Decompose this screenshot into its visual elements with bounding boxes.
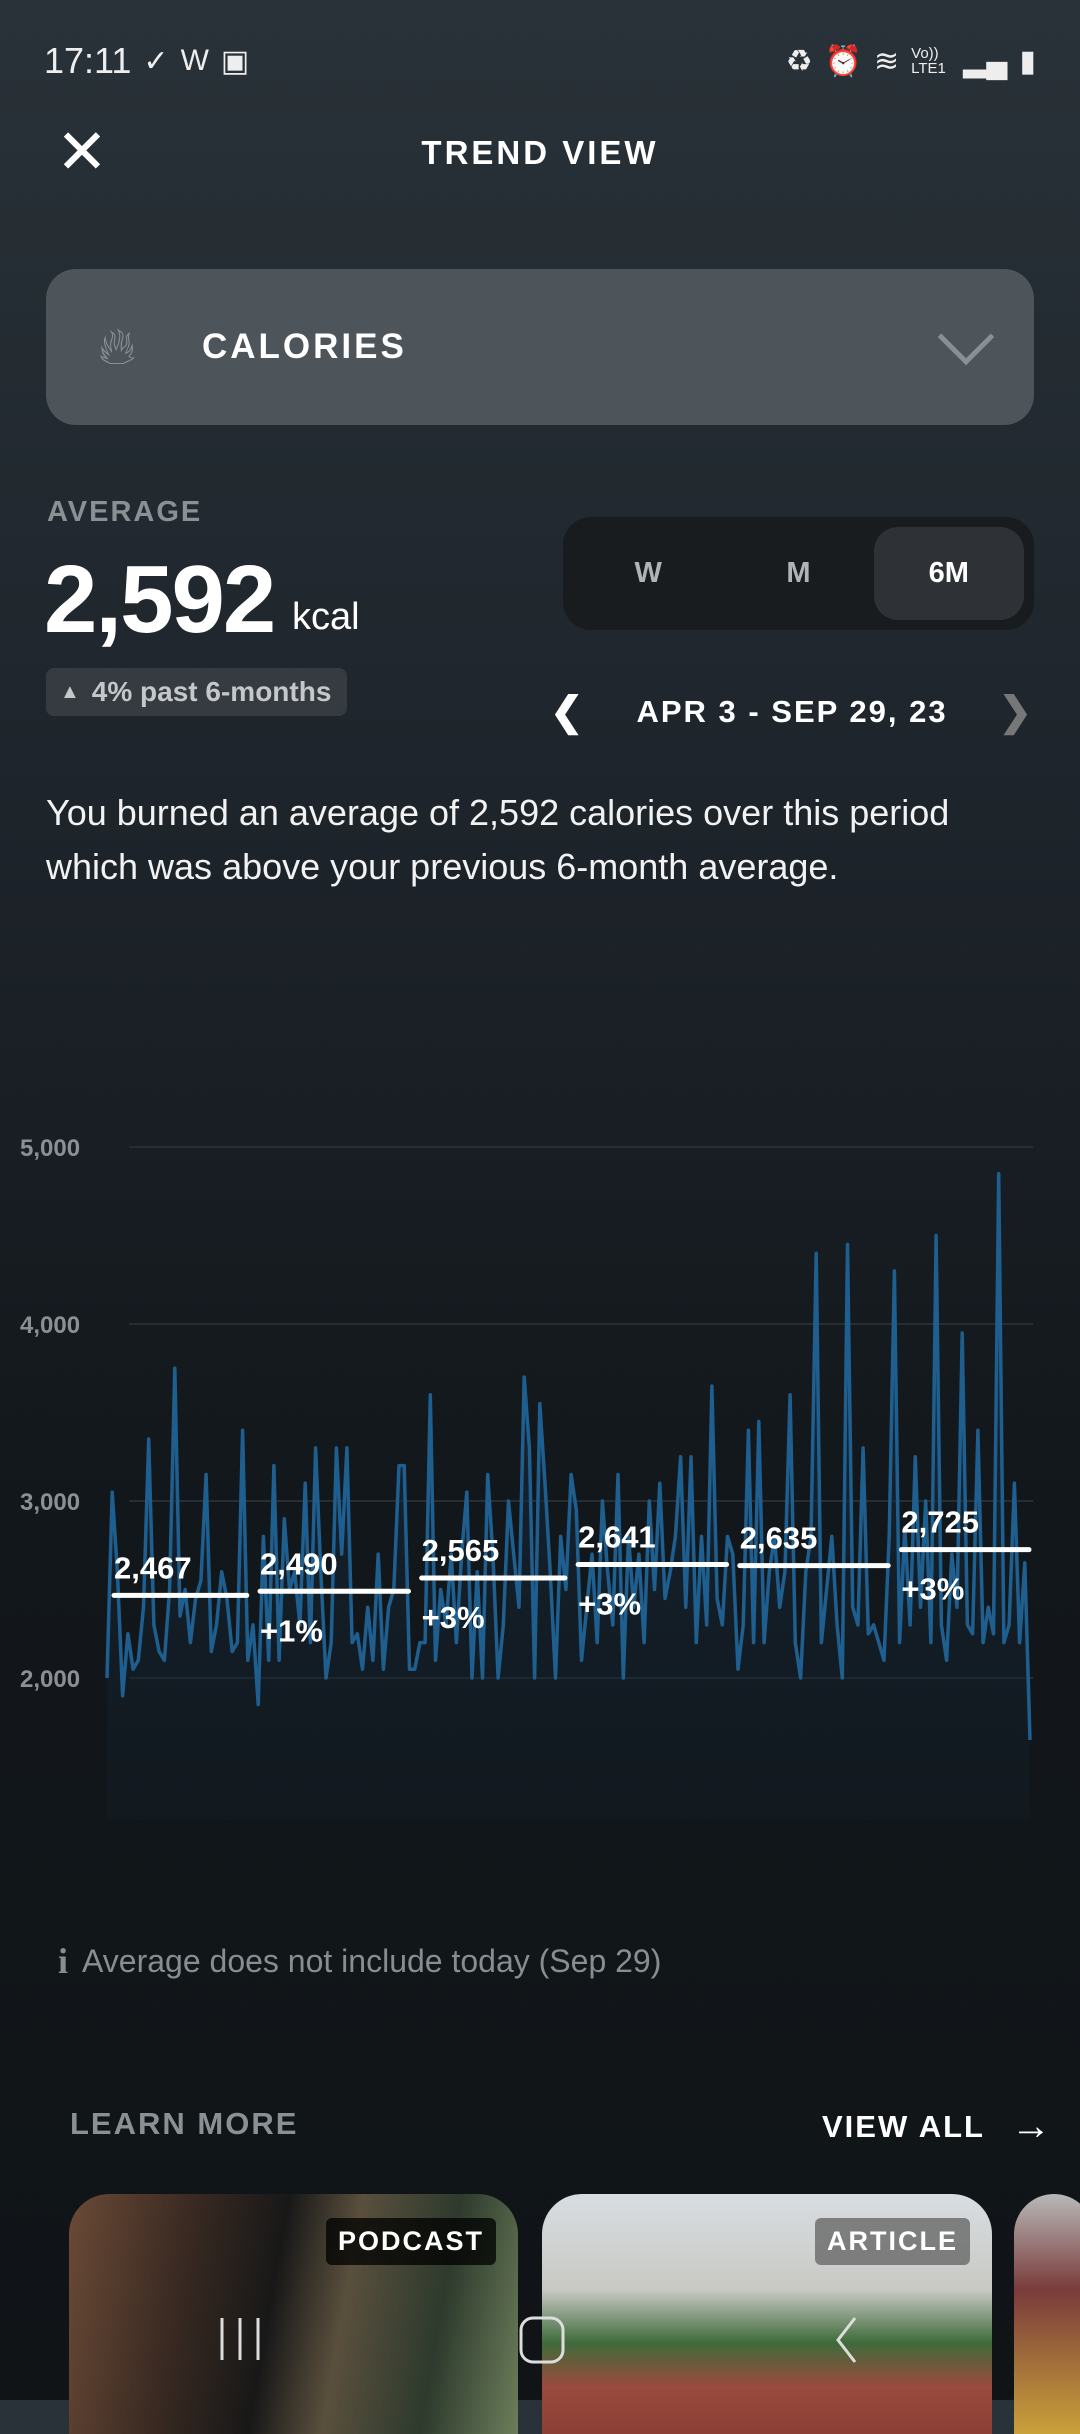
page-title: TREND VIEW xyxy=(421,134,659,171)
y-tick-label: 5,000 xyxy=(20,1135,80,1162)
w-app-icon: W xyxy=(180,44,209,77)
y-tick-label: 3,000 xyxy=(20,1489,80,1516)
tab-6-months[interactable]: 6M xyxy=(873,527,1024,620)
calories-chart: 5,0004,0003,0002,0001,0000MayJunJulAugSe… xyxy=(20,1135,1033,1820)
summary-description: You burned an average of 2,592 calories … xyxy=(46,792,950,887)
wifi-icon: ≋ xyxy=(874,44,900,78)
info-note: i Average does not include today (Sep 29… xyxy=(58,1940,661,1982)
average-value: 2,592 xyxy=(44,546,276,653)
status-bar: 17:11 ✓ W ▣ ♻ ⏰ ≋ Vo)) LTE1 ▂▄ ▮ xyxy=(44,38,1036,84)
recents-button[interactable] xyxy=(220,2318,260,2360)
volte-lte-icon: Vo)) LTE1 xyxy=(911,45,946,77)
average-label: 2,641 xyxy=(578,1520,656,1555)
close-icon[interactable]: ✕ xyxy=(56,118,108,187)
average-change-label: +1% xyxy=(260,1613,323,1648)
triangle-up-icon: ▲ xyxy=(60,680,80,703)
tab-week[interactable]: W xyxy=(634,557,662,589)
average-change-label: +3% xyxy=(422,1600,485,1635)
navigation-bar xyxy=(220,2316,857,2364)
arrow-right-icon: → xyxy=(1010,2104,1053,2148)
average-label: 2,467 xyxy=(114,1550,192,1585)
change-badge: ▲ 4% past 6-months xyxy=(46,668,347,716)
battery-saver-icon: ♻ xyxy=(785,44,813,78)
learn-more-heading: LEARN MORE xyxy=(70,2106,299,2141)
average-label: AVERAGE xyxy=(47,496,203,528)
alarm-icon: ⏰ xyxy=(824,44,863,78)
previous-period-icon[interactable]: ❮ xyxy=(550,690,586,734)
chevron-down-icon xyxy=(937,308,995,366)
card-tag: ARTICLE xyxy=(815,2218,970,2265)
date-navigator: ❮ APR 3 - SEP 29, 23 ❯ xyxy=(550,690,1034,734)
battery-icon: ▮ xyxy=(1019,44,1036,78)
home-button[interactable] xyxy=(519,2316,565,2364)
area-fill xyxy=(107,1173,1030,1820)
content-card[interactable] xyxy=(1014,2194,1080,2434)
y-tick-label: 2,000 xyxy=(20,1666,80,1693)
change-text: 4% past 6-months xyxy=(91,676,332,707)
tab-month[interactable]: M xyxy=(786,557,811,589)
daily-calories-line xyxy=(105,1171,1032,1741)
average-label: 2,725 xyxy=(901,1505,979,1540)
gallery-icon: ▣ xyxy=(220,44,250,78)
check-circle-icon: ✓ xyxy=(143,44,169,78)
signal-icon: ▂▄ xyxy=(963,44,1008,78)
next-period-icon[interactable]: ❯ xyxy=(998,690,1034,734)
date-range: APR 3 - SEP 29, 23 xyxy=(636,694,948,729)
period-selector: W M 6M xyxy=(563,517,1034,630)
average-change-label: +3% xyxy=(578,1587,641,1622)
info-icon: i xyxy=(58,1941,69,1981)
metric-label: CALORIES xyxy=(202,327,407,366)
average-label: 2,490 xyxy=(260,1546,338,1581)
back-button[interactable] xyxy=(836,2317,857,2363)
note-text: Average does not include today (Sep 29) xyxy=(82,1942,662,1979)
flame-icon: 🔥︎ xyxy=(98,317,137,376)
card-tag: PODCAST xyxy=(325,2218,496,2265)
average-change-label: +3% xyxy=(901,1572,964,1607)
average-label: 2,635 xyxy=(740,1521,818,1556)
metric-dropdown[interactable]: 🔥︎ CALORIES xyxy=(46,269,1034,425)
view-all-link[interactable]: VIEW ALL → xyxy=(822,2104,1053,2149)
average-unit: kcal xyxy=(292,596,360,638)
article-card[interactable]: ARTICLE xyxy=(542,2194,992,2434)
y-tick-label: 4,000 xyxy=(20,1312,80,1339)
view-all-label: VIEW ALL xyxy=(822,2108,985,2144)
podcast-card[interactable]: PODCAST xyxy=(69,2194,518,2434)
average-label: 2,565 xyxy=(422,1533,500,1568)
clock: 17:11 xyxy=(44,40,132,81)
